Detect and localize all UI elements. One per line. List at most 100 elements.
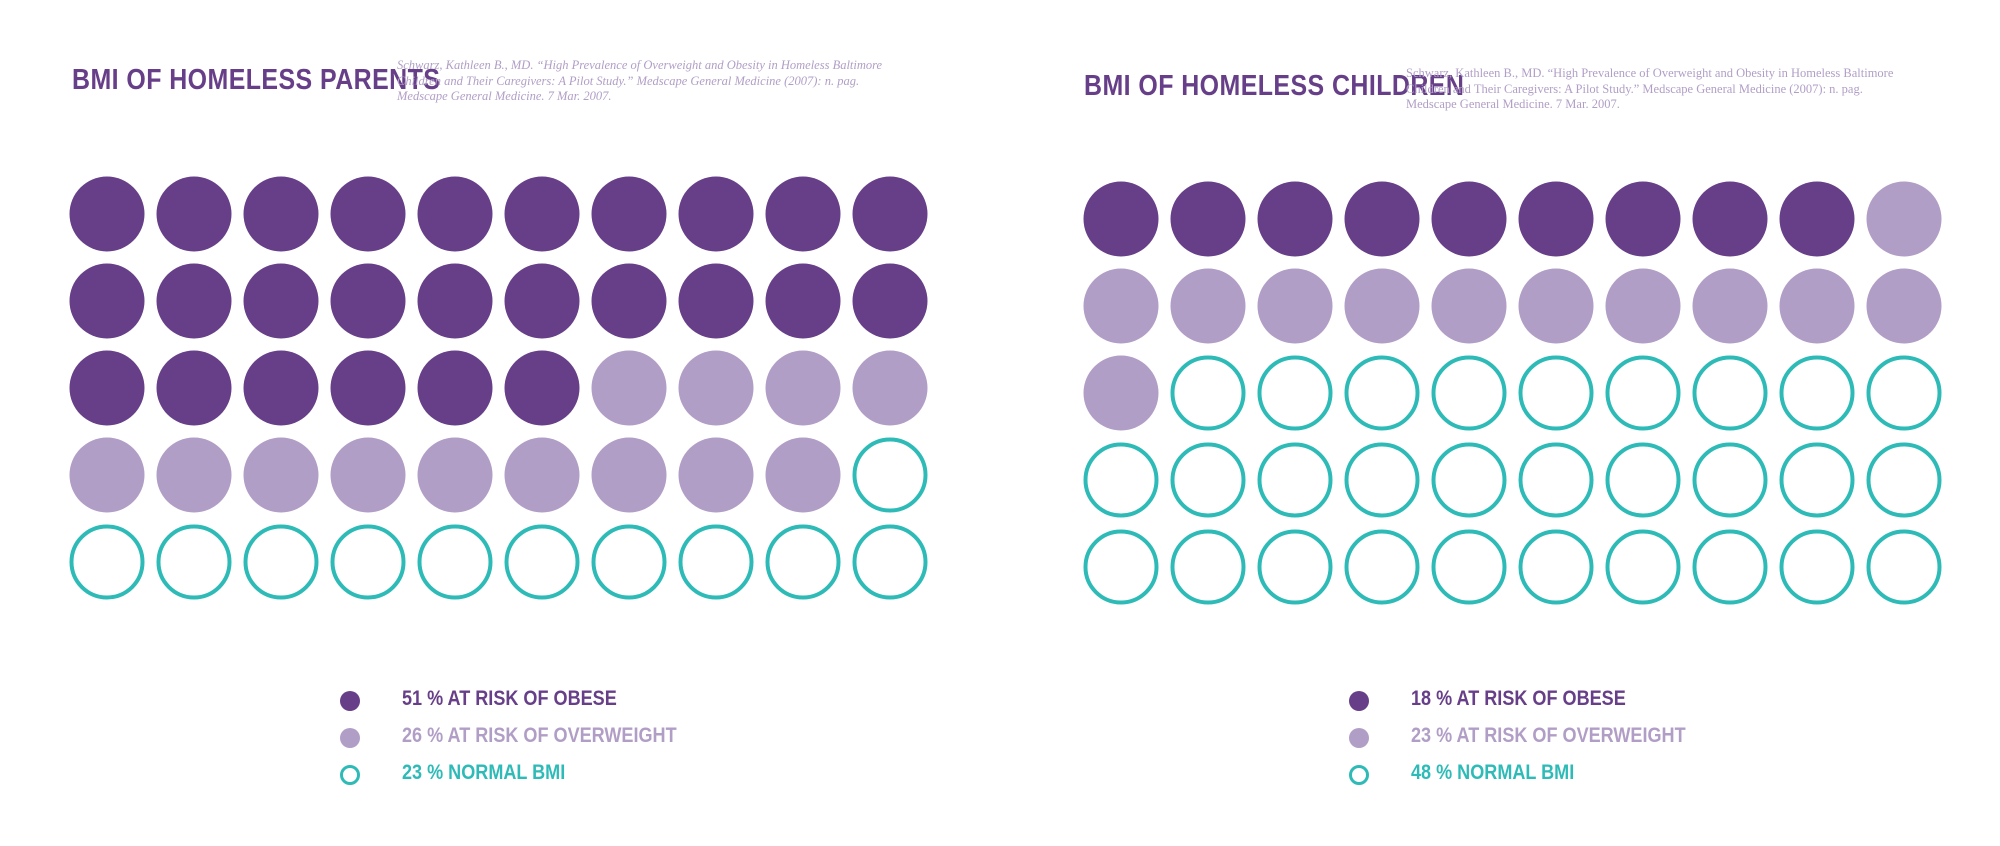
waffle-dot-normal <box>1779 355 1855 431</box>
waffle-dot-obese <box>1518 181 1594 257</box>
waffle-dot-obese <box>1605 181 1681 257</box>
waffle-dot-obese <box>330 263 406 339</box>
waffle-dot-normal <box>1431 529 1507 605</box>
waffle-dot-obese <box>1344 181 1420 257</box>
waffle-dot-normal <box>1257 355 1333 431</box>
waffle-dot-overweight <box>243 437 319 513</box>
waffle-dot-obese <box>591 176 667 252</box>
waffle-dot-normal <box>1431 355 1507 431</box>
waffle-dot-overweight <box>591 437 667 513</box>
normal-swatch-icon <box>1349 765 1369 785</box>
waffle-dot-obese <box>504 350 580 426</box>
waffle-dot-normal <box>1431 442 1507 518</box>
waffle-dot-normal <box>852 524 928 600</box>
waffle-dot-obese <box>417 263 493 339</box>
waffle-dot-obese <box>678 263 754 339</box>
waffle-dot-overweight <box>330 437 406 513</box>
waffle-dot-overweight <box>1866 268 1942 344</box>
waffle-dot-normal <box>1170 442 1246 518</box>
waffle-dot-normal <box>1605 442 1681 518</box>
waffle-dot-obese <box>330 176 406 252</box>
obese-swatch-icon <box>1349 691 1369 711</box>
waffle-dot-normal <box>1344 355 1420 431</box>
waffle-dot-normal <box>1518 442 1594 518</box>
waffle-dot-normal <box>1605 529 1681 605</box>
normal-swatch-icon <box>340 765 360 785</box>
waffle-dot-normal <box>1866 529 1942 605</box>
waffle-dot-normal <box>1083 442 1159 518</box>
waffle-dot-overweight <box>69 437 145 513</box>
waffle-dot-overweight <box>1518 268 1594 344</box>
waffle-dot-normal <box>1692 529 1768 605</box>
waffle-dot-obese <box>1692 181 1768 257</box>
waffle-dot-overweight <box>1083 268 1159 344</box>
waffle-dot-normal <box>1344 442 1420 518</box>
waffle-dot-overweight <box>1170 268 1246 344</box>
waffle-dot-normal <box>243 524 319 600</box>
waffle-dot-obese <box>243 350 319 426</box>
waffle-dot-obese <box>1431 181 1507 257</box>
waffle-dot-obese <box>156 263 232 339</box>
waffle-dot-normal <box>1518 529 1594 605</box>
waffle-dot-normal <box>1692 442 1768 518</box>
parents-chart-title: BMI OF HOMELESS PARENTS <box>72 64 441 96</box>
waffle-dot-normal <box>1083 529 1159 605</box>
waffle-dot-overweight <box>1605 268 1681 344</box>
waffle-dot-obese <box>765 263 841 339</box>
children-waffle-grid <box>1083 181 1942 605</box>
waffle-dot-obese <box>1779 181 1855 257</box>
legend-label-overweight: 26 % AT RISK OF OVERWEIGHT <box>402 724 677 747</box>
waffle-dot-overweight <box>1692 268 1768 344</box>
waffle-dot-obese <box>69 350 145 426</box>
waffle-dot-obese <box>765 176 841 252</box>
waffle-dot-overweight <box>1344 268 1420 344</box>
waffle-dot-normal <box>765 524 841 600</box>
waffle-dot-obese <box>1083 181 1159 257</box>
waffle-dot-obese <box>417 176 493 252</box>
waffle-dot-obese <box>417 350 493 426</box>
parents-chart-panel: BMI OF HOMELESS PARENTS Schwarz, Kathlee… <box>69 58 928 785</box>
waffle-dot-obese <box>852 176 928 252</box>
legend-label-overweight: 23 % AT RISK OF OVERWEIGHT <box>1411 724 1686 747</box>
waffle-dot-overweight <box>1083 355 1159 431</box>
legend-label-normal: 23 % NORMAL BMI <box>402 761 566 784</box>
waffle-dot-normal <box>678 524 754 600</box>
children-chart-title: BMI OF HOMELESS CHILDREN <box>1084 70 1465 102</box>
waffle-dot-overweight <box>504 437 580 513</box>
waffle-dot-overweight <box>156 437 232 513</box>
waffle-dot-overweight <box>1431 268 1507 344</box>
waffle-dot-overweight <box>1866 181 1942 257</box>
waffle-dot-obese <box>504 263 580 339</box>
waffle-dot-obese <box>330 350 406 426</box>
waffle-dot-normal <box>417 524 493 600</box>
waffle-dot-obese <box>243 176 319 252</box>
waffle-dot-obese <box>156 350 232 426</box>
waffle-dot-normal <box>591 524 667 600</box>
waffle-dot-normal <box>504 524 580 600</box>
waffle-dot-overweight <box>678 350 754 426</box>
waffle-dot-normal <box>1344 529 1420 605</box>
waffle-dot-obese <box>1170 181 1246 257</box>
waffle-dot-overweight <box>765 350 841 426</box>
waffle-dot-obese <box>852 263 928 339</box>
waffle-dot-overweight <box>852 350 928 426</box>
children-chart-citation: Schwarz, Kathleen B., MD. “High Prevalen… <box>1406 66 1894 111</box>
waffle-dot-obese <box>69 263 145 339</box>
waffle-dot-obese <box>591 263 667 339</box>
waffle-dot-normal <box>1170 355 1246 431</box>
waffle-dot-obese <box>1257 181 1333 257</box>
legend-label-obese: 18 % AT RISK OF OBESE <box>1411 687 1626 710</box>
waffle-dot-normal <box>1170 529 1246 605</box>
children-chart-panel: BMI OF HOMELESS CHILDREN Schwarz, Kathle… <box>1000 0 2000 846</box>
parents-waffle-grid <box>69 176 928 600</box>
waffle-dot-obese <box>243 263 319 339</box>
waffle-dot-normal <box>156 524 232 600</box>
waffle-dot-obese <box>156 176 232 252</box>
waffle-dot-normal <box>1866 442 1942 518</box>
waffle-dot-normal <box>1779 529 1855 605</box>
obese-swatch-icon <box>340 691 360 711</box>
waffle-dot-overweight <box>1257 268 1333 344</box>
waffle-dot-obese <box>678 176 754 252</box>
waffle-dot-overweight <box>1779 268 1855 344</box>
waffle-dot-normal <box>1257 442 1333 518</box>
